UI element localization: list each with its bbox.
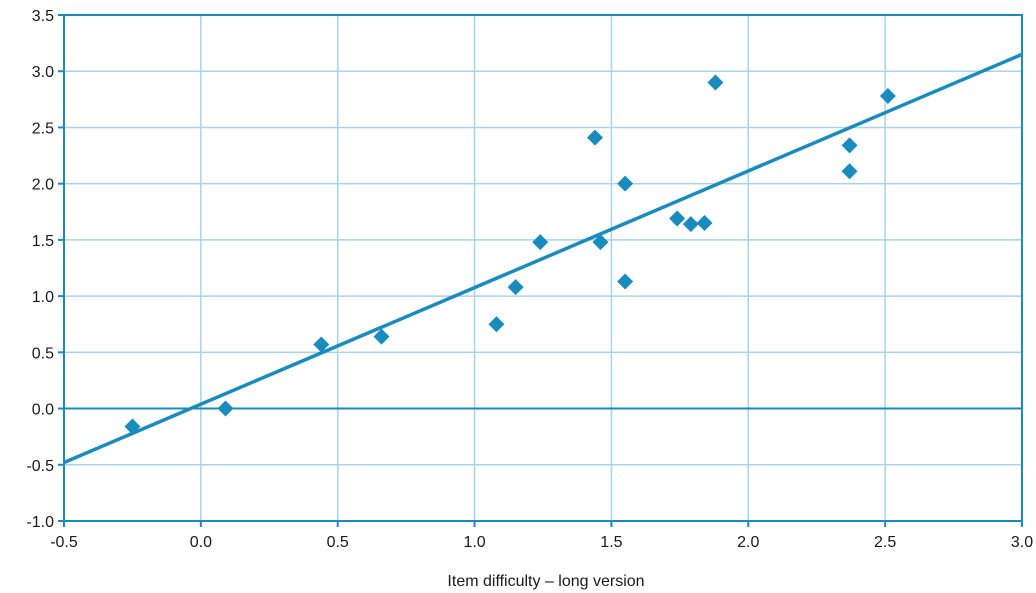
x-tick-label: 0.5 xyxy=(327,534,349,551)
y-tick-label: 1.0 xyxy=(32,289,54,306)
data-point xyxy=(669,210,686,227)
y-tick-label: 2.5 xyxy=(32,120,54,137)
label-layer: -0.5 0.0 0.5 1.0 1.5 2.0 2.5 3.0 -1.0 -0.5 0.0 0.5 1… xyxy=(26,8,1033,551)
data-point xyxy=(587,129,604,146)
x-tick-label: 2.0 xyxy=(737,534,759,551)
data-point xyxy=(707,74,724,91)
data-point xyxy=(488,316,505,333)
data-point xyxy=(841,163,858,180)
data-point xyxy=(313,336,330,353)
data-point xyxy=(696,215,713,232)
x-tick-label: -0.5 xyxy=(50,534,78,551)
data-point xyxy=(879,87,896,104)
data-point xyxy=(532,234,549,251)
y-tick-label: 1.5 xyxy=(32,233,54,250)
data-point xyxy=(507,279,524,296)
y-tick-label: 0.0 xyxy=(32,402,54,419)
data-point xyxy=(841,137,858,154)
x-tick-label: 0.0 xyxy=(190,534,212,551)
data-point xyxy=(217,400,234,417)
x-tick-label: 1.0 xyxy=(463,534,485,551)
trendline xyxy=(63,52,1023,465)
x-tick-label: 2.5 xyxy=(874,534,896,551)
data-point xyxy=(124,418,141,435)
axis-layer xyxy=(58,14,1023,527)
x-tick-label: 3.0 xyxy=(1011,534,1033,551)
point-layer xyxy=(124,74,896,435)
plot-frame xyxy=(63,14,1023,522)
data-point xyxy=(592,234,609,251)
data-point xyxy=(373,328,390,345)
y-tick-label: -0.5 xyxy=(26,458,54,475)
trend-layer xyxy=(63,52,1023,465)
y-tick-label: 3.5 xyxy=(32,8,54,25)
y-tick-label: 0.5 xyxy=(32,345,54,362)
data-point xyxy=(617,273,634,290)
x-axis-title: Item difficulty – long version xyxy=(447,573,644,590)
y-tick-label: 3.0 xyxy=(32,64,54,81)
data-point xyxy=(682,216,699,233)
y-tick-label: -1.0 xyxy=(26,514,54,531)
data-point xyxy=(617,175,634,192)
y-tick-label: 2.0 xyxy=(32,177,54,194)
grid-layer xyxy=(64,15,1022,521)
x-tick-label: 1.5 xyxy=(600,534,622,551)
